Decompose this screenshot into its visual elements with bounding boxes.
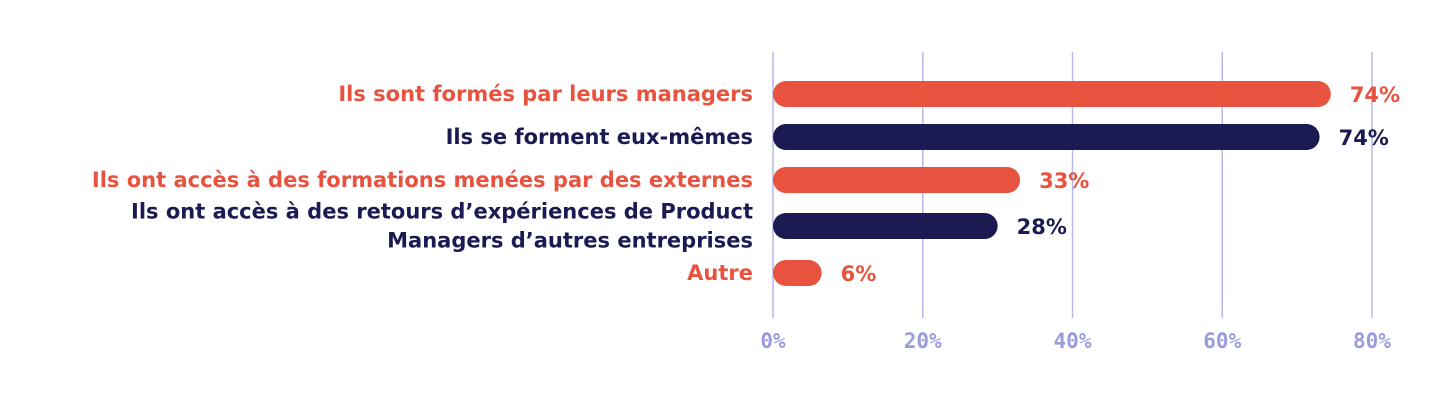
category-label-line: Ils se forment eux-mêmes xyxy=(446,125,753,149)
value-label-3: 33% xyxy=(1039,169,1089,193)
x-tick-label-40: 40% xyxy=(1054,329,1092,353)
x-tick-label-80: 80% xyxy=(1353,329,1391,353)
category-label-line: Ils ont accès à des formations menées pa… xyxy=(92,168,753,192)
category-label-1: Ils sont formés par leurs managers xyxy=(338,82,753,106)
x-tick-label-60: 60% xyxy=(1203,329,1241,353)
category-label-2: Ils se forment eux-mêmes xyxy=(446,125,753,149)
value-label-4: 28% xyxy=(1017,215,1067,239)
category-label-line: Ils sont formés par leurs managers xyxy=(338,82,753,106)
category-label-3: Ils ont accès à des formations menées pa… xyxy=(92,168,753,192)
category-label-line: Ils ont accès à des retours d’expérience… xyxy=(131,200,753,224)
bar-2 xyxy=(773,124,1320,150)
value-label-5: 6% xyxy=(841,262,877,286)
bar-3 xyxy=(773,167,1021,193)
x-tick-label-20: 20% xyxy=(904,329,942,353)
bar-5 xyxy=(773,260,822,286)
x-tick-label-0: 0% xyxy=(760,329,786,353)
category-label-5: Autre xyxy=(687,261,753,285)
bar-1 xyxy=(773,81,1331,107)
value-label-1: 74% xyxy=(1350,83,1400,107)
bar-4 xyxy=(773,213,998,239)
value-label-2: 74% xyxy=(1339,126,1389,150)
category-label-4: Ils ont accès à des retours d’expérience… xyxy=(131,200,753,253)
category-label-line: Managers d’autres entreprises xyxy=(387,229,753,253)
category-label-line: Autre xyxy=(687,261,753,285)
